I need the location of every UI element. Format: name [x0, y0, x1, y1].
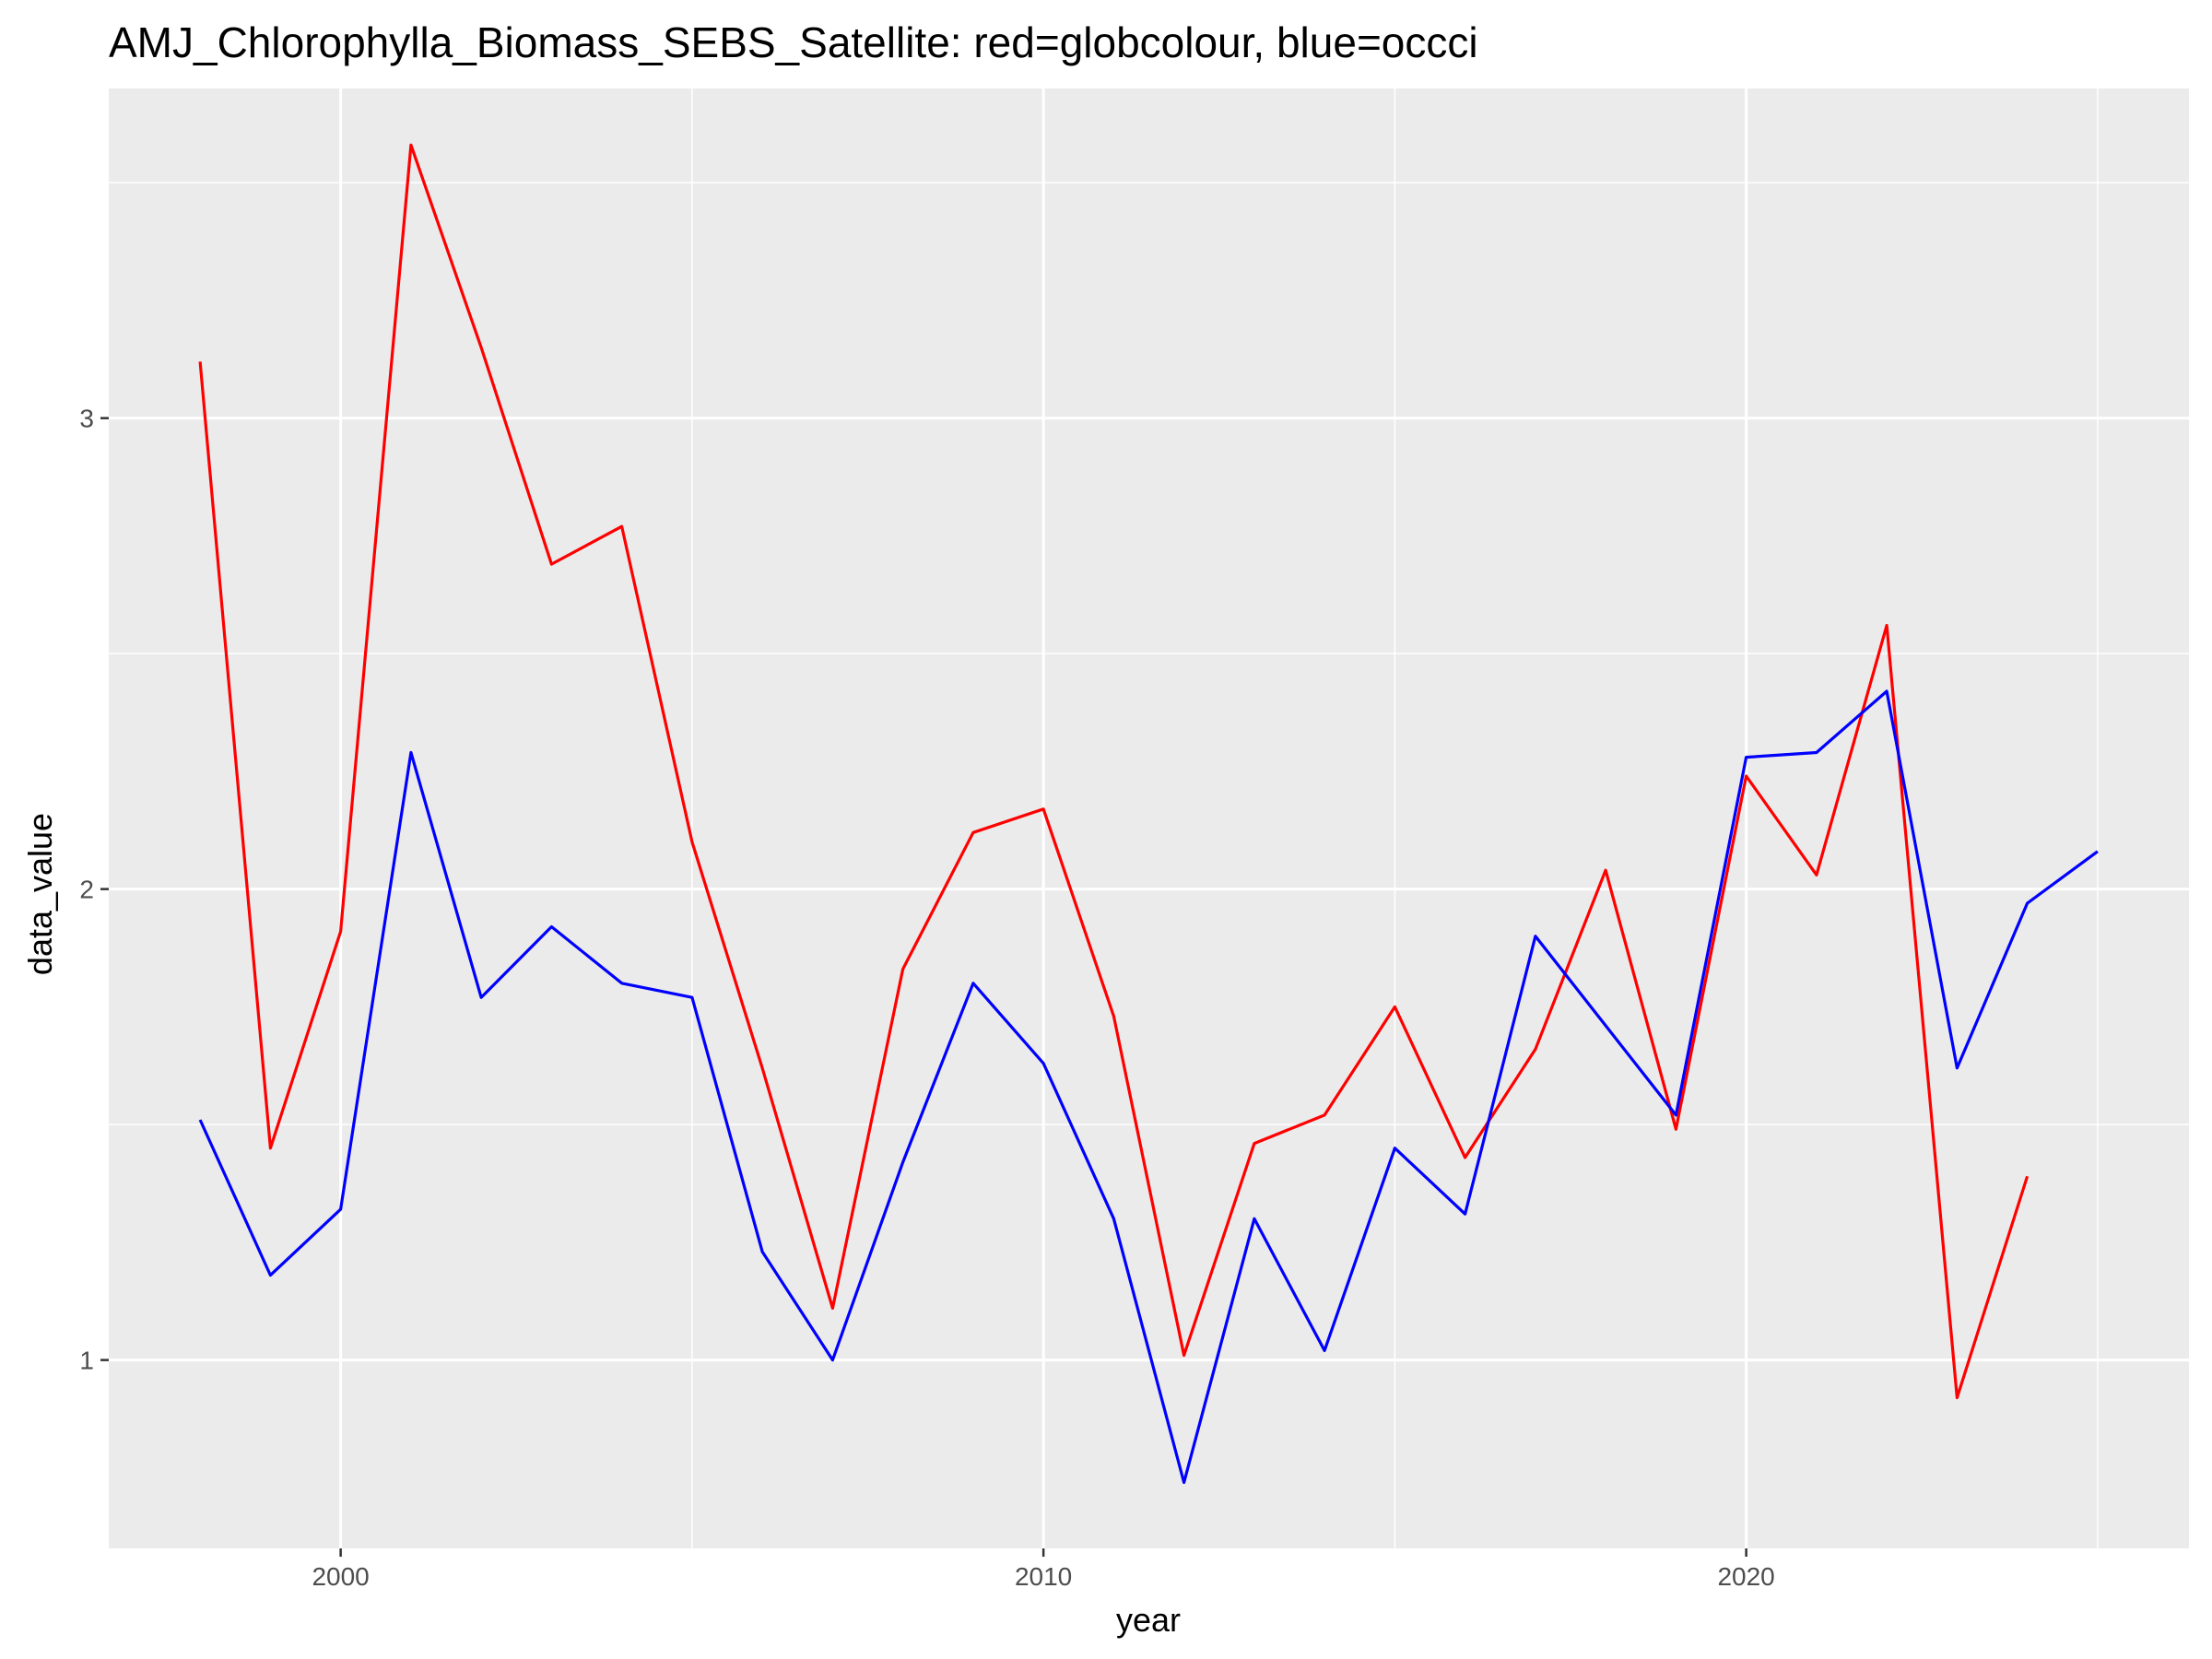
series-layer	[198, 143, 2099, 1485]
plot-panel	[109, 88, 2189, 1548]
x-tick-label: 2010	[1015, 1562, 1072, 1591]
series-line-2	[198, 689, 2099, 1485]
major-gridlines	[109, 88, 2189, 1548]
x-tick-label: 2020	[1717, 1562, 1774, 1591]
series-line-1	[198, 143, 2030, 1400]
x-axis-title: year	[1116, 1601, 1181, 1639]
y-tick-label: 1	[79, 1347, 94, 1375]
y-tick-label: 3	[79, 405, 94, 433]
x-tick-label: 2000	[312, 1562, 369, 1591]
axis-ticks	[100, 417, 1747, 1557]
chart-title: AMJ_Chlorophylla_Biomass_SEBS_Satellite:…	[109, 18, 1478, 66]
tick-labels: 2000 2010 2020 1 2 3	[79, 405, 1774, 1591]
y-tick-label: 2	[79, 876, 94, 904]
y-axis-title: data_value	[21, 813, 59, 975]
minor-gridlines	[109, 88, 2189, 1548]
